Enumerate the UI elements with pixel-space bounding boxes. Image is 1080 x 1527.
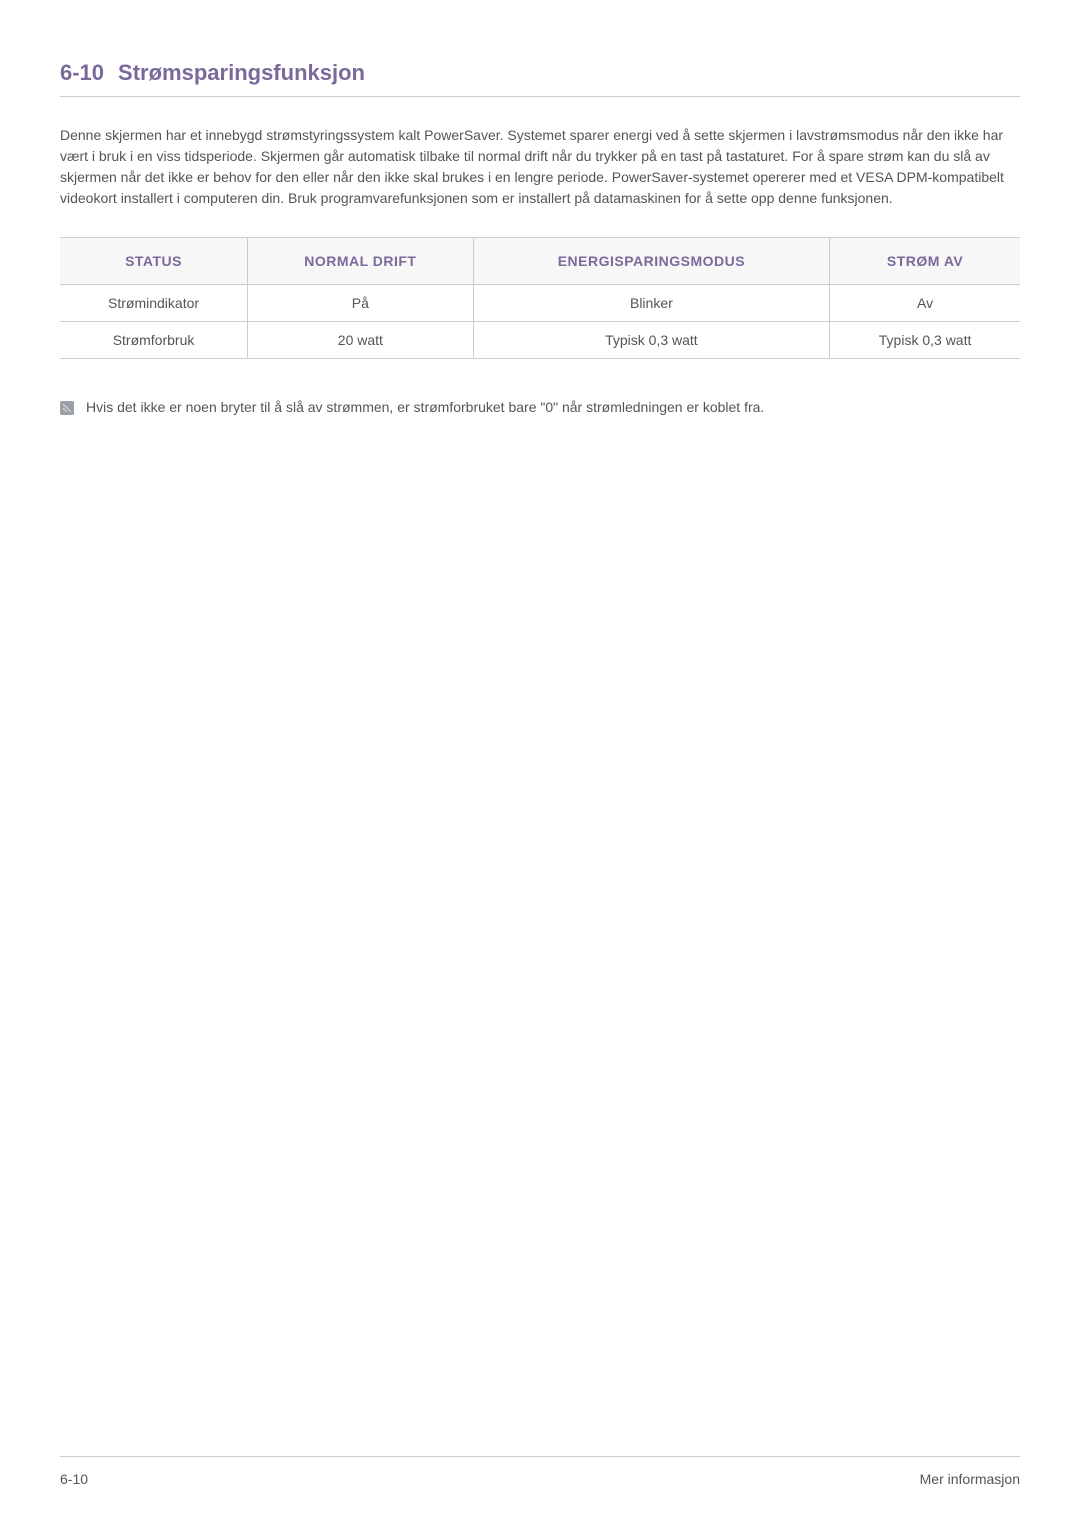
table-cell: Typisk 0,3 watt [473,322,830,359]
note: Hvis det ikke er noen bryter til å slå a… [60,399,1020,415]
table-cell: Av [830,285,1020,322]
footer-left: 6-10 [60,1471,88,1487]
table-cell: Strømindikator [60,285,248,322]
table-cell: Blinker [473,285,830,322]
table-cell: Strømforbruk [60,322,248,359]
table-cell: På [248,285,474,322]
heading-number: 6-10 [60,60,104,85]
page-footer: 6-10 Mer informasjon [60,1456,1020,1487]
footer-right: Mer informasjon [920,1471,1020,1487]
table-row: Strømforbruk 20 watt Typisk 0,3 watt Typ… [60,322,1020,359]
table-cell: 20 watt [248,322,474,359]
note-icon [60,401,74,415]
intro-paragraph: Denne skjermen har et innebygd strømstyr… [60,125,1020,209]
table-header: STATUS [60,238,248,285]
table-header: STRØM AV [830,238,1020,285]
section-heading: 6-10 Strømsparingsfunksjon [60,60,1020,97]
table-cell: Typisk 0,3 watt [830,322,1020,359]
table-row: Strømindikator På Blinker Av [60,285,1020,322]
table-header: NORMAL DRIFT [248,238,474,285]
heading-title: Strømsparingsfunksjon [118,60,365,85]
table-header: ENERGISPARINGSMODUS [473,238,830,285]
note-text: Hvis det ikke er noen bryter til å slå a… [86,399,764,415]
power-saving-table: STATUS NORMAL DRIFT ENERGISPARINGSMODUS … [60,237,1020,359]
